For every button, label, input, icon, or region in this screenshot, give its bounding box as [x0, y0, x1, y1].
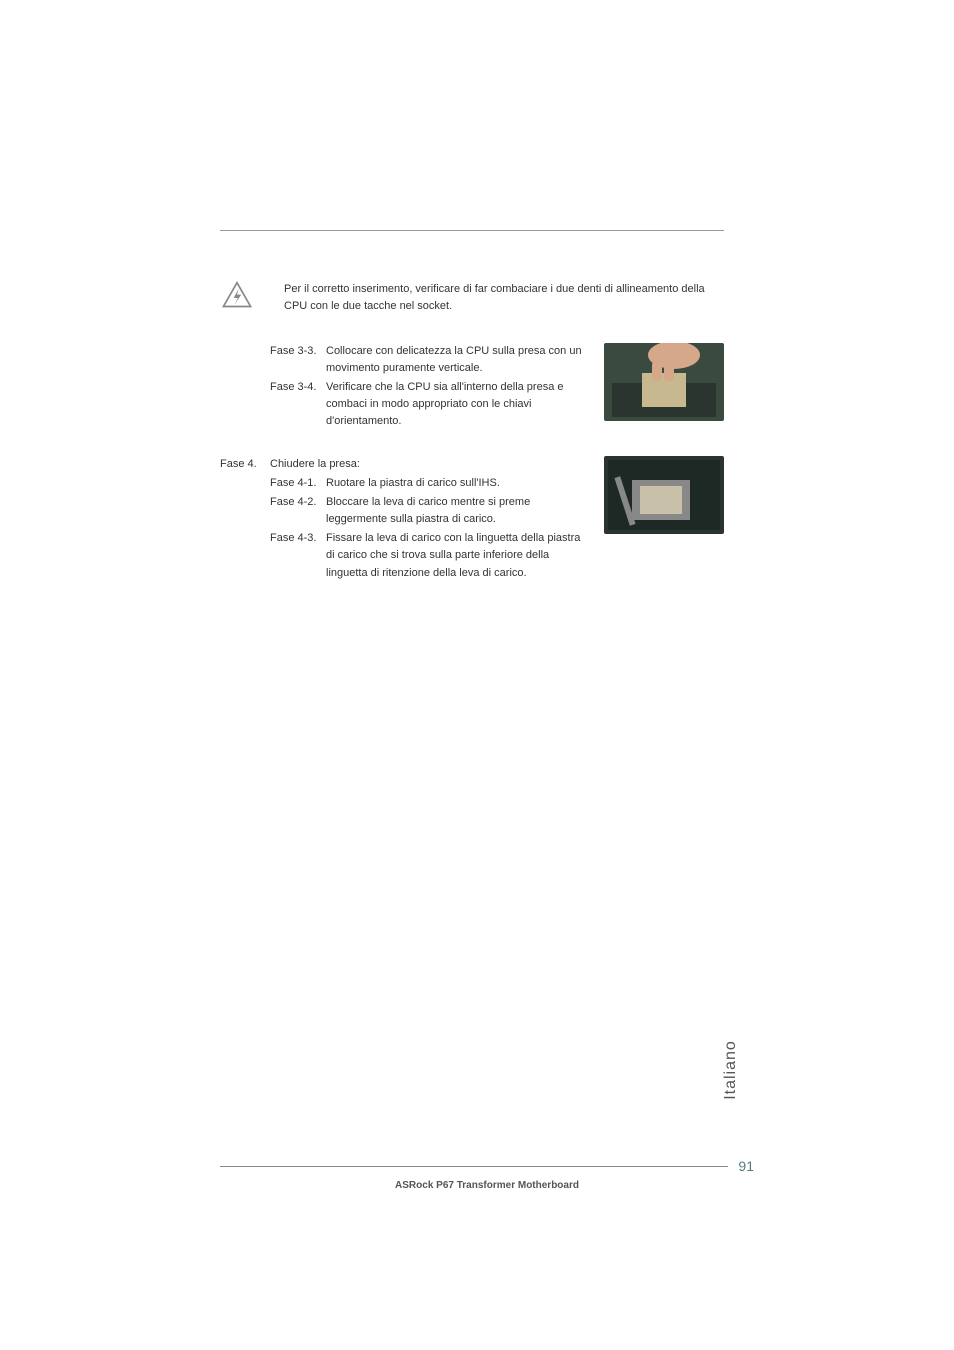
step-block-4: Fase 4. Chiudere la presa: Fase 4-1. Ruo… [220, 456, 724, 583]
sub-step-label: Fase 4-2. [270, 494, 326, 528]
footer: 91 ASRock P67 Transformer Motherboard [220, 1158, 754, 1191]
sub-step: Fase 4-1. Ruotare la piastra di carico s… [270, 475, 584, 492]
cpu [640, 486, 682, 514]
step-inner: Fase 3-3. Collocare con delicatezza la C… [220, 343, 584, 430]
step-text-col: Fase 4. Chiudere la presa: Fase 4-1. Ruo… [220, 456, 584, 583]
sub-step: Fase 3-4. Verificare che la CPU sia all'… [270, 379, 584, 430]
bolt-shape [234, 289, 242, 305]
sub-step: Fase 3-3. Collocare con delicatezza la C… [270, 343, 584, 377]
step-inner: Fase 4-1. Ruotare la piastra di carico s… [220, 475, 584, 581]
sub-step-label: Fase 3-3. [270, 343, 326, 377]
page-content: Per il corretto inserimento, verificare … [0, 0, 954, 584]
page-number: 91 [738, 1158, 754, 1174]
sub-step-body: Fissare la leva di carico con la linguet… [326, 530, 584, 581]
footer-rule [220, 1166, 728, 1167]
sub-step-body: Ruotare la piastra di carico sull'IHS. [326, 475, 584, 492]
main-step-body: Chiudere la presa: [270, 456, 360, 473]
language-label: Italiano [722, 1040, 740, 1100]
top-rule [220, 230, 724, 231]
footer-line: 91 [220, 1158, 754, 1174]
sub-step-body: Verificare che la CPU sia all'interno de… [326, 379, 584, 430]
photo-socket-close [604, 456, 724, 534]
finger [652, 361, 662, 381]
step-block-3: Fase 3-3. Collocare con delicatezza la C… [220, 343, 724, 432]
sub-step: Fase 4-2. Bloccare la leva di carico men… [270, 494, 584, 528]
sub-step-body: Collocare con delicatezza la CPU sulla p… [326, 343, 584, 377]
main-step: Fase 4. Chiudere la presa: [220, 456, 584, 473]
note-text: Per il corretto inserimento, verificare … [284, 279, 724, 314]
sub-step-label: Fase 4-3. [270, 530, 326, 581]
footer-title: ASRock P67 Transformer Motherboard [220, 1180, 754, 1191]
sub-step-body: Bloccare la leva di carico mentre si pre… [326, 494, 584, 528]
step-text-col: Fase 3-3. Collocare con delicatezza la C… [220, 343, 584, 432]
bolt-icon [220, 281, 254, 315]
main-step-label: Fase 4. [220, 456, 270, 473]
sub-step: Fase 4-3. Fissare la leva di carico con … [270, 530, 584, 581]
cpu [642, 373, 686, 407]
finger [664, 359, 674, 381]
language-tab: Italiano [716, 1020, 746, 1120]
sub-step-label: Fase 4-1. [270, 475, 326, 492]
note-row: Per il corretto inserimento, verificare … [220, 279, 724, 315]
photo-cpu-insert [604, 343, 724, 421]
sub-step-label: Fase 3-4. [270, 379, 326, 430]
